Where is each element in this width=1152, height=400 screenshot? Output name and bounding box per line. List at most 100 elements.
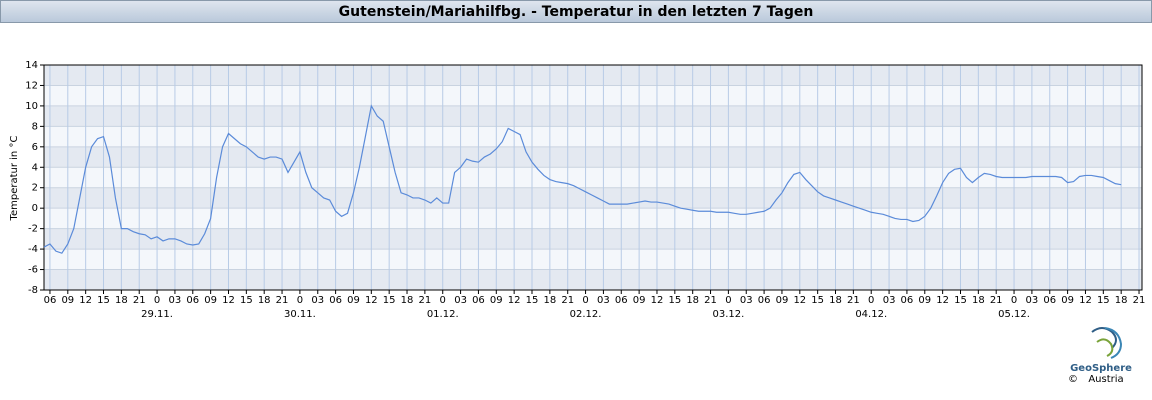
x-tick-label: 03 [169, 295, 182, 306]
copyright: © [1068, 374, 1078, 385]
x-tick-label: 18 [401, 295, 414, 306]
band [44, 187, 1142, 209]
date-label: 02.12. [570, 309, 602, 320]
x-tick-label: 03 [883, 295, 896, 306]
y-tick-label: 2 [32, 183, 38, 194]
x-tick-label: 21 [1133, 295, 1146, 306]
x-tick-label: 12 [365, 295, 378, 306]
y-tick-label: -2 [28, 224, 38, 235]
x-tick-label: 15 [526, 295, 539, 306]
y-tick-label: 4 [32, 162, 38, 173]
x-tick-label: 09 [490, 295, 503, 306]
x-tick-label: 06 [472, 295, 485, 306]
x-tick-label: 12 [508, 295, 521, 306]
plot-area [44, 65, 1142, 290]
x-tick-label: 15 [811, 295, 824, 306]
y-tick-label: 14 [25, 60, 38, 71]
x-tick-label: 06 [44, 295, 57, 306]
band [44, 146, 1142, 168]
x-tick-label: 03 [1026, 295, 1039, 306]
x-tick-label: 21 [419, 295, 432, 306]
x-tick-label: 03 [454, 295, 467, 306]
x-tick-label: 06 [329, 295, 342, 306]
x-tick-label: 21 [561, 295, 574, 306]
x-tick-label: 03 [597, 295, 610, 306]
y-tick-label: 6 [32, 142, 38, 153]
chart-title: Gutenstein/Mariahilfbg. - Temperatur in … [339, 4, 814, 20]
x-tick-label: 18 [258, 295, 271, 306]
y-tick-label: 8 [32, 121, 38, 132]
logo [1091, 327, 1123, 359]
x-tick-label: 15 [1097, 295, 1110, 306]
x-tick-label: 09 [347, 295, 360, 306]
plot-background [44, 65, 1142, 290]
date-label: 05.12. [998, 309, 1030, 320]
y-tick-label: -8 [28, 285, 38, 296]
logo-mark [1104, 327, 1123, 359]
x-tick-label: 0 [154, 295, 160, 306]
y-tick-label: -4 [28, 244, 38, 255]
temperature-line [43, 104, 1122, 254]
x-tick-label: 21 [276, 295, 289, 306]
x-tick-label: 21 [133, 295, 146, 306]
y-tick-label: 12 [25, 80, 38, 91]
x-tick-label: 0 [297, 295, 303, 306]
x-tick-label: 03 [740, 295, 753, 306]
x-tick-label: 09 [633, 295, 646, 306]
x-tick-label: 18 [972, 295, 985, 306]
x-tick-label: 0 [440, 295, 446, 306]
x-tick-label: 21 [990, 295, 1003, 306]
x-tick-label: 0 [868, 295, 874, 306]
x-tick-label: 15 [383, 295, 396, 306]
x-tick-label: 06 [758, 295, 771, 306]
band [44, 65, 1142, 86]
y-axis-label: Temperatur in °C [9, 136, 20, 222]
x-tick-label: 0 [582, 295, 588, 306]
logo-name: GeoSphere [1070, 363, 1132, 374]
date-label: 30.11. [284, 309, 316, 320]
band [44, 269, 1142, 290]
date-label: 04.12. [855, 309, 887, 320]
x-tick-label: 09 [918, 295, 931, 306]
logo-sub: Austria [1088, 374, 1123, 385]
date-label: 01.12. [427, 309, 459, 320]
x-tick-label: 0 [1011, 295, 1017, 306]
x-tick-label: 18 [1115, 295, 1128, 306]
x-tick-label: 12 [1079, 295, 1092, 306]
logo-mark [1096, 338, 1114, 357]
plot-frame [43, 64, 1143, 291]
x-tick-label: 18 [829, 295, 842, 306]
y-tick-label: -6 [28, 265, 38, 276]
x-tick-label: 12 [793, 295, 806, 306]
x-tick-label: 03 [311, 295, 324, 306]
x-tick-label: 09 [776, 295, 789, 306]
x-tick-label: 12 [936, 295, 949, 306]
date-label: 29.11. [141, 309, 173, 320]
x-tick-label: 06 [615, 295, 628, 306]
x-tick-label: 06 [1043, 295, 1056, 306]
band [44, 228, 1142, 250]
x-tick-label: 12 [79, 295, 92, 306]
x-tick-label: 06 [901, 295, 914, 306]
x-tick-label: 15 [97, 295, 110, 306]
x-tick-label: 15 [668, 295, 681, 306]
x-tick-label: 15 [954, 295, 967, 306]
x-tick-label: 18 [115, 295, 128, 306]
x-tick-label: 21 [847, 295, 860, 306]
x-tick-label: 12 [651, 295, 664, 306]
logo-mark [1091, 327, 1117, 349]
x-tick-label: 18 [543, 295, 556, 306]
y-tick-label: 0 [32, 203, 38, 214]
date-label: 03.12. [712, 309, 744, 320]
x-tick-label: 09 [204, 295, 217, 306]
x-tick-label: 09 [1061, 295, 1074, 306]
x-tick-label: 09 [61, 295, 74, 306]
x-tick-label: 18 [686, 295, 699, 306]
y-tick-label: 10 [25, 101, 38, 112]
x-tick-label: 15 [240, 295, 253, 306]
x-tick-label: 12 [222, 295, 235, 306]
x-tick-label: 06 [186, 295, 199, 306]
x-tick-label: 21 [704, 295, 717, 306]
